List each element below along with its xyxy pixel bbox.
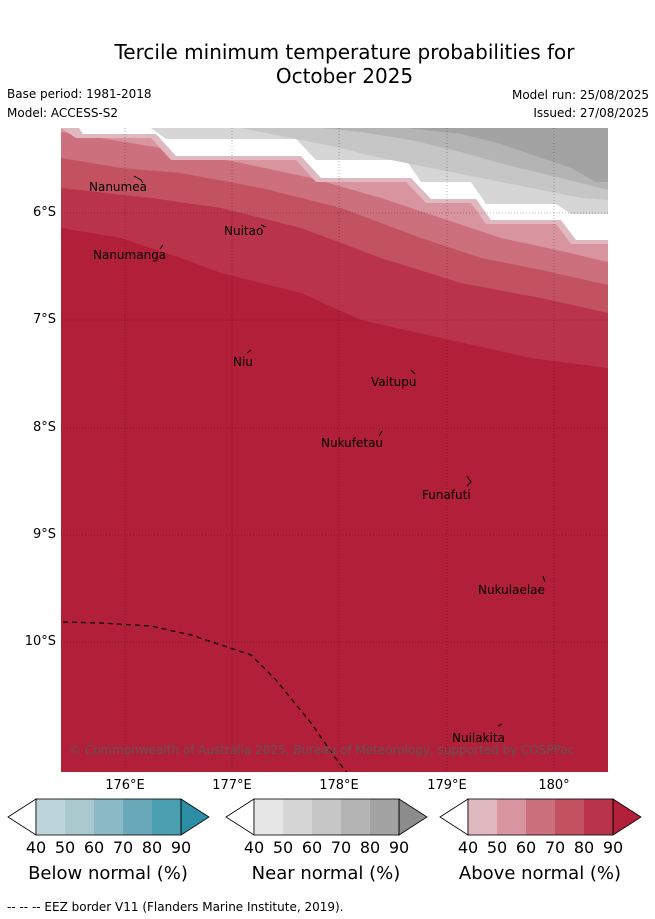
above-tick-60: 60 bbox=[516, 838, 536, 857]
near-tick-80: 80 bbox=[360, 838, 380, 857]
label-funafuti: Funafuti bbox=[422, 488, 471, 502]
label-niu: Niu bbox=[233, 355, 253, 369]
chart-title: Tercile minimum temperature probabilitie… bbox=[0, 40, 655, 88]
below-tick-40: 40 bbox=[26, 838, 46, 857]
island-vaitupu bbox=[410, 369, 416, 375]
island-nanumanga bbox=[159, 244, 164, 250]
eez-border bbox=[62, 621, 348, 772]
label-nuitao: Nuitao bbox=[224, 224, 263, 238]
issued-date: Issued: 27/08/2025 bbox=[533, 106, 649, 120]
label-nanumea: Nanumea bbox=[89, 180, 147, 194]
near-tick-50: 50 bbox=[273, 838, 293, 857]
below-tick-60: 60 bbox=[84, 838, 104, 857]
colorbar-below bbox=[7, 798, 210, 836]
above-tick-70: 70 bbox=[545, 838, 565, 857]
above-tick-80: 80 bbox=[574, 838, 594, 857]
forecast-map: Nanumea Nuitao Nanumanga Niu Vaitupu Nuk… bbox=[61, 128, 608, 772]
y-tick-10s: 10°S bbox=[24, 634, 56, 649]
x-tick-180: 180° bbox=[538, 778, 570, 793]
title-line-2: October 2025 bbox=[275, 64, 414, 88]
above-tick-90: 90 bbox=[603, 838, 623, 857]
model-name: Model: ACCESS-S2 bbox=[7, 106, 119, 120]
island-nukufetau bbox=[378, 430, 383, 437]
label-nukufetau: Nukufetau bbox=[321, 436, 383, 450]
x-tick-178e: 178°E bbox=[319, 778, 359, 793]
island-marks bbox=[133, 175, 546, 727]
label-nuilakita: Nuilakita bbox=[452, 731, 505, 745]
y-tick-7s: 7°S bbox=[32, 312, 56, 327]
island-nukulaelae bbox=[542, 575, 546, 583]
below-normal-label: Below normal (%) bbox=[28, 863, 188, 884]
below-tick-80: 80 bbox=[142, 838, 162, 857]
above-tick-50: 50 bbox=[487, 838, 507, 857]
map-gridlines bbox=[61, 128, 608, 772]
colorbars: 40 50 60 70 80 90 40 50 60 70 80 90 40 5… bbox=[7, 798, 642, 857]
below-tick-90: 90 bbox=[171, 838, 191, 857]
near-tick-70: 70 bbox=[331, 838, 351, 857]
base-period: Base period: 1981-2018 bbox=[7, 87, 152, 101]
x-tick-179e: 179°E bbox=[427, 778, 467, 793]
above-normal-label: Above normal (%) bbox=[458, 863, 622, 884]
near-normal-label: Near normal (%) bbox=[251, 863, 401, 884]
y-tick-6s: 6°S bbox=[32, 205, 56, 220]
eez-legend: -- -- -- EEZ border V11 (Flanders Marine… bbox=[7, 900, 344, 914]
colorbar-near bbox=[225, 798, 428, 836]
label-nanumanga: Nanumanga bbox=[93, 248, 166, 262]
title-line-1: Tercile minimum temperature probabilitie… bbox=[114, 40, 575, 64]
island-funafuti bbox=[466, 475, 472, 487]
label-nukulaelae: Nukulaelae bbox=[478, 583, 545, 597]
y-tick-8s: 8°S bbox=[32, 420, 56, 435]
copyright-text: © Commonwealth of Australia 2025, Bureau… bbox=[69, 743, 574, 757]
label-vaitupu: Vaitupu bbox=[371, 375, 417, 389]
above-tick-40: 40 bbox=[458, 838, 478, 857]
near-tick-40: 40 bbox=[244, 838, 264, 857]
below-tick-70: 70 bbox=[113, 838, 133, 857]
island-niu bbox=[246, 349, 252, 354]
x-tick-177e: 177°E bbox=[212, 778, 252, 793]
island-nanumea bbox=[133, 175, 144, 184]
island-nuilakita bbox=[497, 723, 503, 727]
y-tick-9s: 9°S bbox=[32, 527, 56, 542]
near-80-region bbox=[406, 128, 608, 182]
colorbar-above bbox=[439, 798, 642, 836]
island-nuitao bbox=[260, 224, 267, 228]
near-tick-90: 90 bbox=[389, 838, 409, 857]
x-tick-176e: 176°E bbox=[105, 778, 145, 793]
below-tick-50: 50 bbox=[55, 838, 75, 857]
model-run: Model run: 25/08/2025 bbox=[511, 88, 649, 102]
near-tick-60: 60 bbox=[302, 838, 322, 857]
